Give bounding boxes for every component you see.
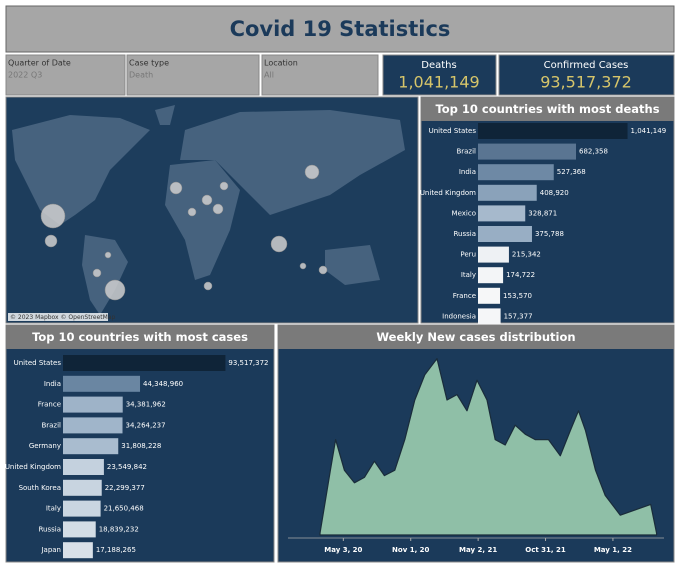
x-tick-label: May 1, 22 [594, 546, 632, 554]
bar [63, 417, 123, 434]
value-label: 408,920 [540, 189, 569, 197]
bar [478, 267, 504, 284]
bar [63, 500, 101, 517]
y-tick-label: Russia [453, 230, 476, 238]
bar [63, 459, 104, 475]
bar [63, 521, 96, 538]
value-label: 44,348,960 [143, 380, 183, 388]
panel-header [278, 325, 674, 349]
filter-box[interactable] [126, 54, 260, 96]
filter-label: Case type [129, 59, 169, 68]
bar [63, 479, 102, 496]
bar [478, 246, 509, 263]
y-tick-label: Indonesia [442, 312, 476, 320]
y-tick-label: South Korea [19, 484, 61, 492]
bar [63, 438, 119, 455]
filter-box[interactable] [261, 54, 379, 96]
map[interactable] [5, 96, 419, 324]
bar [63, 375, 141, 392]
value-label: 21,650,468 [104, 505, 144, 513]
bar [478, 308, 501, 325]
area [319, 358, 658, 536]
kpi-label: Confirmed Cases [544, 60, 629, 71]
y-tick-label: Russia [38, 525, 61, 533]
value-label: 328,871 [528, 209, 557, 217]
bar [478, 205, 526, 222]
y-tick-label: Brazil [456, 148, 476, 156]
x-tick-label: May 2, 21 [459, 546, 497, 554]
value-label: 34,264,237 [126, 421, 166, 429]
y-tick-label: France [38, 401, 61, 409]
kpi-value: 93,517,372 [540, 73, 632, 92]
y-tick-label: Peru [460, 251, 476, 259]
value-label: 153,570 [503, 292, 532, 300]
kpi-box [382, 54, 497, 96]
dashboard-title: Covid 19 Statistics [230, 17, 451, 41]
value-label: 17,188,265 [96, 546, 136, 554]
y-tick-label: Mexico [452, 209, 476, 217]
value-label: 157,377 [504, 312, 533, 320]
y-tick-label: United Kingdom [5, 463, 61, 471]
y-tick-label: India [44, 380, 61, 388]
panel-header [421, 97, 674, 121]
value-label: 93,517,372 [228, 359, 268, 367]
title-box [5, 5, 675, 53]
y-tick-label: Italy [461, 271, 476, 279]
y-tick-label: Italy [46, 505, 61, 513]
value-label: 22,299,377 [105, 484, 145, 492]
filter-value[interactable]: 2022 Q3 [8, 71, 42, 80]
x-tick-label: May 3, 20 [324, 546, 362, 554]
y-tick-label: United States [14, 359, 62, 367]
value-label: 215,342 [512, 251, 541, 259]
bar [478, 123, 628, 139]
filter-value[interactable]: Death [129, 71, 153, 80]
chart-title: Top 10 countries with most deaths [435, 102, 659, 116]
map-attribution: © 2023 Mapbox © OpenStreetMap [10, 314, 116, 321]
bar [63, 396, 123, 413]
value-label: 23,549,842 [107, 463, 147, 471]
panel-header [6, 325, 274, 349]
y-tick-label: Germany [29, 442, 61, 450]
y-tick-label: India [459, 168, 476, 176]
bar [478, 226, 532, 242]
bar [63, 542, 93, 559]
value-label: 1,041,149 [631, 127, 667, 135]
bar [478, 287, 501, 304]
y-tick-label: France [453, 292, 476, 300]
x-tick-label: Nov 1, 20 [392, 546, 430, 554]
x-tick-label: Oct 31, 21 [525, 546, 566, 554]
y-tick-label: United Kingdom [420, 189, 476, 197]
bar [478, 164, 554, 181]
kpi-label: Deaths [421, 60, 456, 71]
value-label: 682,358 [579, 148, 608, 156]
bar [478, 143, 577, 160]
kpi-box [498, 54, 675, 96]
chart-title: Top 10 countries with most cases [32, 330, 248, 344]
bar [478, 184, 537, 201]
value-label: 18,839,232 [99, 525, 139, 533]
bar [63, 355, 226, 371]
value-label: 375,788 [535, 230, 564, 238]
value-label: 174,722 [506, 271, 535, 279]
filter-label: Quarter of Date [8, 59, 71, 68]
chart-title: Weekly New cases distribution [376, 330, 575, 344]
y-tick-label: United States [429, 127, 477, 135]
filter-value[interactable]: All [264, 71, 274, 80]
value-label: 34,381,962 [126, 401, 166, 409]
kpi-value: 1,041,149 [398, 73, 479, 92]
y-tick-label: Brazil [41, 421, 61, 429]
y-tick-label: Japan [40, 546, 61, 554]
filter-box[interactable] [5, 54, 126, 96]
filter-label: Location [264, 59, 298, 68]
value-label: 527,368 [557, 168, 586, 176]
value-label: 31,808,228 [121, 442, 161, 450]
